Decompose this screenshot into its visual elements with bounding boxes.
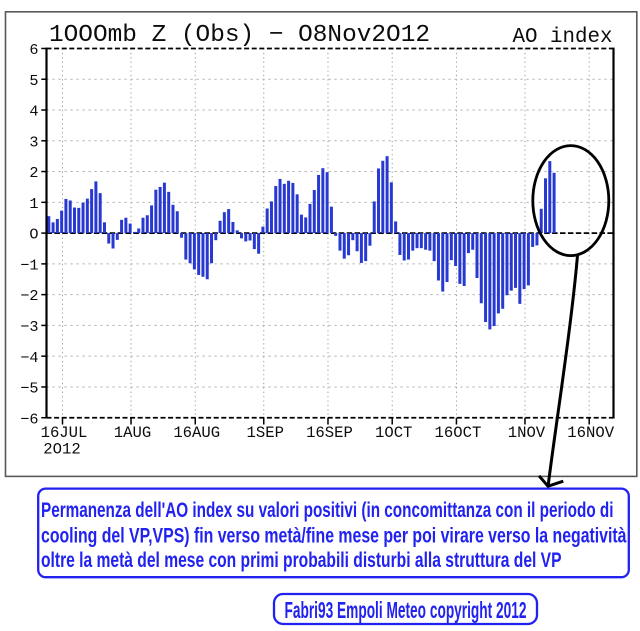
svg-text:−2: −2 <box>20 287 38 305</box>
svg-text:5: 5 <box>29 72 38 90</box>
svg-text:−6: −6 <box>20 410 38 428</box>
svg-text:Fabri93 Empoli Meteo copyright: Fabri93 Empoli Meteo copyright 2012 <box>285 597 527 623</box>
svg-text:−4: −4 <box>20 349 38 367</box>
svg-text:2: 2 <box>29 164 38 182</box>
svg-text:1NOV: 1NOV <box>508 424 546 442</box>
svg-text:1OCT: 1OCT <box>375 424 412 442</box>
svg-text:16SEP: 16SEP <box>306 424 353 442</box>
svg-text:oltre la metà del mese con pri: oltre la metà del mese con primi probabi… <box>41 549 562 572</box>
svg-text:2O12: 2O12 <box>43 441 80 459</box>
svg-text:cooling del VP,VPS) fin verso: cooling del VP,VPS) fin verso metà/fine … <box>41 524 627 547</box>
svg-text:1AUG: 1AUG <box>114 424 151 442</box>
svg-text:16NOV: 16NOV <box>567 424 614 442</box>
svg-text:16OCT: 16OCT <box>435 424 482 442</box>
svg-text:4: 4 <box>29 103 38 121</box>
svg-text:1OOOmb Z (Obs) − O8Nov2O12: 1OOOmb Z (Obs) − O8Nov2O12 <box>49 22 430 49</box>
svg-text:−5: −5 <box>20 380 38 398</box>
svg-text:−3: −3 <box>20 318 38 336</box>
svg-text:O: O <box>29 226 38 244</box>
svg-text:1SEP: 1SEP <box>247 424 284 442</box>
svg-text:−1: −1 <box>20 256 38 274</box>
svg-text:Permanenza dell'AO index su va: Permanenza dell'AO index su valori posit… <box>41 499 614 522</box>
svg-text:1: 1 <box>29 195 38 213</box>
svg-text:16JUL: 16JUL <box>41 424 88 442</box>
svg-text:3: 3 <box>29 133 38 151</box>
svg-text:AO index: AO index <box>513 25 613 49</box>
svg-text:16AUG: 16AUG <box>173 424 220 442</box>
svg-text:6: 6 <box>29 41 38 59</box>
